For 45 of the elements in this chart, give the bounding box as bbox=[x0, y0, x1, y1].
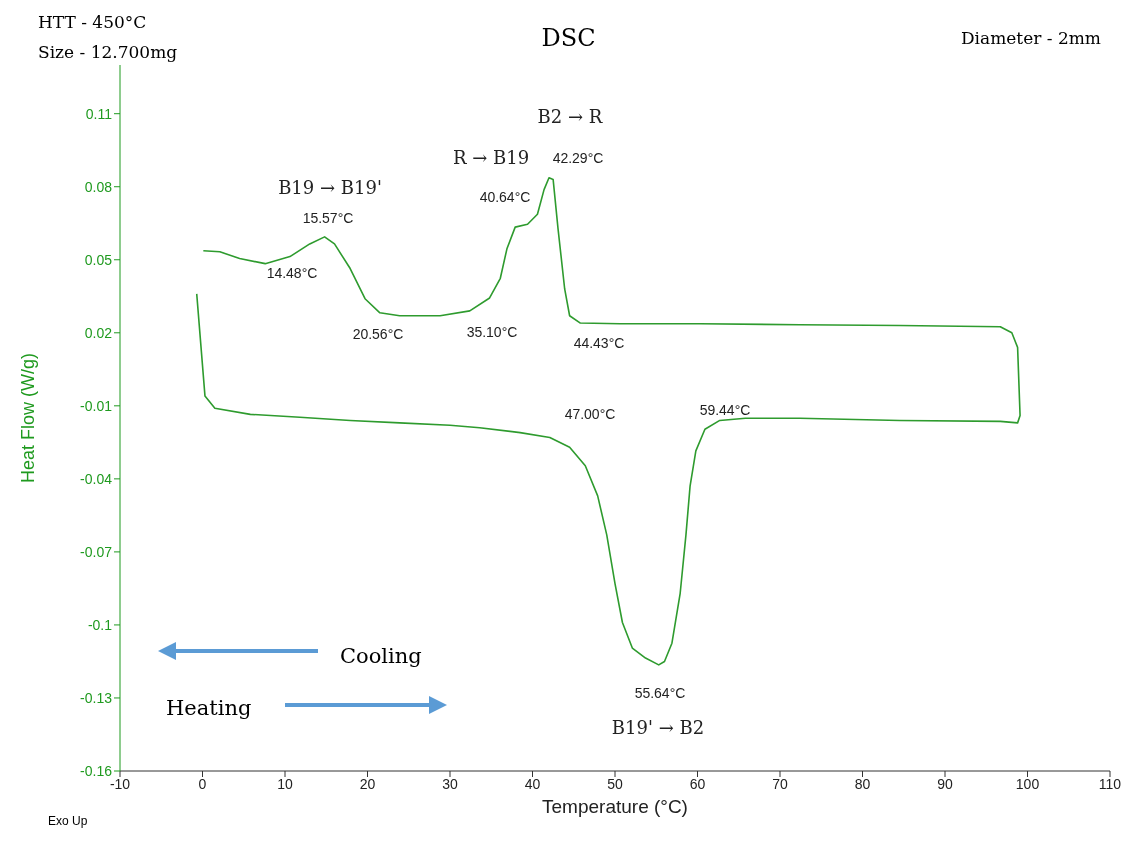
x-tick-label: 40 bbox=[524, 775, 541, 792]
line-series bbox=[195, 176, 1021, 666]
annotation: 44.43°C bbox=[573, 335, 625, 351]
annotation: 35.10°C bbox=[466, 324, 518, 340]
x-tick-label: 10 bbox=[277, 775, 293, 792]
text: HTT - 450°C bbox=[38, 12, 147, 32]
x-axis-title: Temperature (°C) bbox=[542, 796, 688, 817]
x-tick-label: 0 bbox=[198, 775, 207, 792]
annotation: 20.56°C bbox=[352, 326, 404, 342]
x-tick-label: 100 bbox=[1015, 775, 1040, 792]
annotation: B19 → B19' bbox=[278, 176, 382, 198]
text: Exo Up bbox=[48, 814, 88, 828]
annotation: 40.64°C bbox=[479, 189, 531, 205]
annotation: 47.00°C bbox=[564, 406, 616, 422]
y-tick-label: 0.11 bbox=[85, 105, 113, 122]
y-tick-label: 0.05 bbox=[84, 251, 113, 268]
text: Size - 12.700mg bbox=[38, 42, 178, 62]
annotation: Heating bbox=[166, 696, 252, 720]
y-tick-label: 0.08 bbox=[84, 178, 113, 195]
annotation: R → B19 bbox=[452, 146, 530, 168]
x-tick-label: 70 bbox=[772, 775, 788, 792]
x-tick-label: 110 bbox=[1098, 775, 1122, 792]
annotation: B2 → R bbox=[537, 105, 603, 127]
text: Diameter - 2mm bbox=[960, 28, 1101, 48]
y-tick-label: -0.07 bbox=[80, 543, 113, 560]
y-tick-label: -0.13 bbox=[80, 689, 113, 706]
annotation: 59.44°C bbox=[699, 402, 751, 418]
y-tick-label: 0.02 bbox=[84, 324, 113, 341]
annotation: 55.64°C bbox=[634, 685, 686, 701]
x-tick-label: 60 bbox=[689, 775, 706, 792]
annotation: Cooling bbox=[340, 644, 422, 668]
x-tick-label: 80 bbox=[854, 775, 871, 792]
chart-title: DSC bbox=[541, 24, 596, 52]
y-tick-label: -0.01 bbox=[80, 397, 113, 414]
x-tick-label: 90 bbox=[937, 775, 953, 792]
y-tick-label: -0.1 bbox=[87, 616, 113, 633]
annotation: 14.48°C bbox=[266, 265, 318, 281]
x-tick-label: 30 bbox=[442, 775, 458, 792]
x-tick-label: 20 bbox=[359, 775, 376, 792]
annotation: 15.57°C bbox=[302, 210, 354, 226]
y-axis-title: Heat Flow (W/g) bbox=[18, 352, 39, 484]
annotation: 42.29°C bbox=[552, 150, 604, 166]
y-tick-label: -0.04 bbox=[80, 470, 113, 487]
annotation: B19' → B2 bbox=[611, 716, 705, 738]
x-tick-label: 50 bbox=[607, 775, 623, 792]
